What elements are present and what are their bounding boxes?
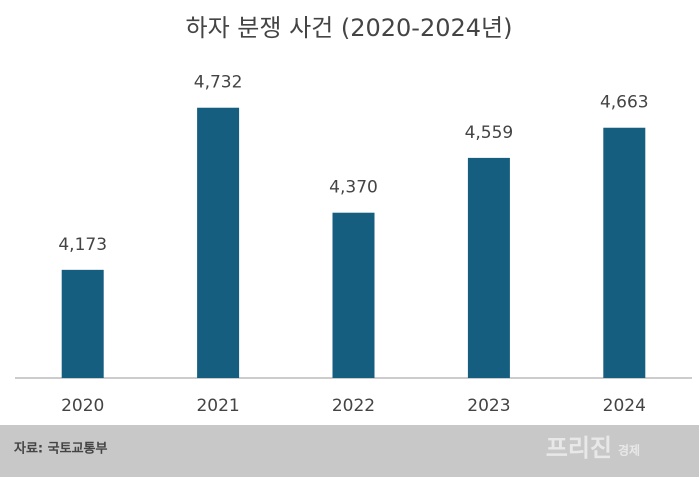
- x-tick-label: 2022: [332, 396, 375, 416]
- value-label: 4,370: [329, 178, 378, 198]
- x-tick-label: 2021: [196, 396, 239, 416]
- footer-band: [0, 425, 699, 477]
- bar: [61, 269, 104, 378]
- brand: 프리진: [546, 434, 612, 462]
- value-label: 4,663: [600, 93, 649, 113]
- x-tick-label: 2020: [61, 396, 104, 416]
- brand-sub: 경제: [618, 444, 640, 458]
- bar: [603, 127, 646, 378]
- source: 자료: 국토교통부: [14, 442, 107, 457]
- value-label: 4,173: [58, 235, 107, 255]
- bar: [467, 157, 510, 378]
- value-label: 4,732: [194, 73, 243, 93]
- value-label: 4,559: [465, 123, 514, 143]
- x-tick-label: 2024: [603, 396, 646, 416]
- chart-title: 하자 분쟁 사건 (2020-2024년): [186, 14, 513, 42]
- bar: [197, 107, 240, 378]
- bar: [332, 212, 375, 378]
- x-tick-label: 2023: [467, 396, 510, 416]
